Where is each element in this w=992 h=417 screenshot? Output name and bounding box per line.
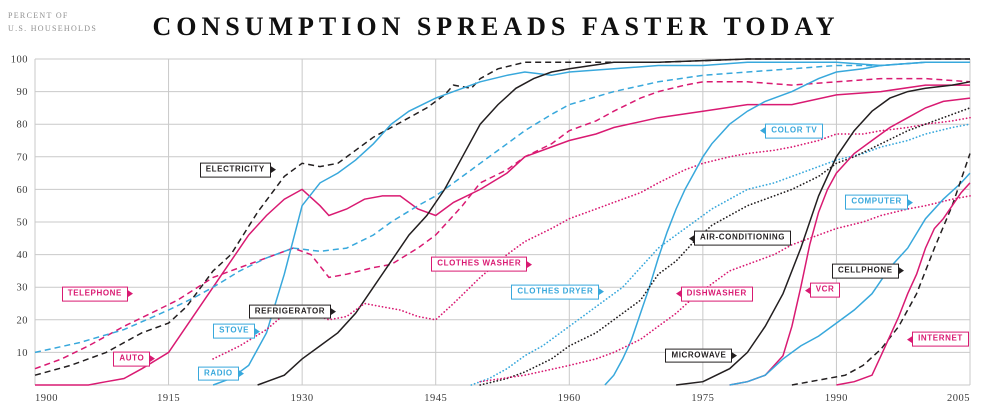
series-line-radio bbox=[212, 61, 970, 386]
y-axis-caption-line1: PERCENT OF bbox=[8, 11, 69, 20]
series-line-vcr bbox=[729, 97, 971, 386]
series-label-pointer-internet bbox=[907, 335, 914, 344]
series-label-pointer-cellphone bbox=[897, 266, 904, 275]
x-tick-label: 1915 bbox=[157, 393, 180, 404]
x-tick-label: 1975 bbox=[691, 393, 714, 404]
series-line-auto bbox=[35, 84, 970, 386]
series-label-stove: STOVE bbox=[213, 323, 261, 339]
y-axis-caption-line2: U.S. HOUSEHOLDS bbox=[8, 23, 98, 33]
y-tick-label: 100 bbox=[11, 55, 28, 66]
x-tick-label: 1990 bbox=[825, 393, 848, 404]
series-label-clothes_dryer: CLOTHES DRYER bbox=[511, 284, 605, 300]
series-label-pointer-vcr bbox=[804, 286, 811, 295]
series-label-pointer-stove bbox=[254, 327, 261, 336]
x-tick-label: 1930 bbox=[291, 393, 314, 404]
series-label-dishwasher: DISHWASHER bbox=[675, 286, 753, 302]
series-label-vcr: VCR bbox=[804, 283, 841, 298]
series-line-stove bbox=[34, 61, 970, 354]
series-line-clothes_washer bbox=[212, 116, 971, 360]
series-line-telephone bbox=[34, 77, 971, 370]
x-tick-label: 1960 bbox=[558, 393, 581, 404]
series-line-clothes_dryer bbox=[470, 123, 971, 386]
series-line-dishwasher bbox=[479, 195, 971, 383]
series-label-microwave: MICROWAVE bbox=[665, 348, 738, 364]
series-label-internet: INTERNET bbox=[907, 331, 969, 347]
series-label-pointer-computer bbox=[906, 198, 913, 207]
y-tick-label: 70 bbox=[17, 152, 29, 163]
series-line-air_conditioning bbox=[479, 107, 971, 386]
series-line-refrigerator bbox=[257, 58, 970, 386]
series-label-pointer-air_conditioning bbox=[688, 234, 695, 243]
y-tick-label: 10 bbox=[17, 348, 29, 359]
chart-title: CONSUMPTION SPREADS FASTER TODAY bbox=[152, 12, 840, 41]
series-label-cellphone: CELLPHONE bbox=[831, 263, 904, 279]
series-label-pointer-dishwasher bbox=[675, 289, 682, 298]
y-tick-label: 50 bbox=[17, 218, 29, 229]
series-label-pointer-clothes_washer bbox=[526, 260, 533, 269]
series-label-electricity: ELECTRICITY bbox=[199, 162, 276, 178]
series-label-computer: COMPUTER bbox=[845, 195, 913, 210]
series-label-pointer-color_tv bbox=[760, 126, 767, 135]
y-tick-label: 80 bbox=[17, 120, 29, 131]
y-tick-label: 20 bbox=[17, 315, 29, 326]
series-label-pointer-clothes_dryer bbox=[598, 288, 605, 297]
x-tick-label: 2005 bbox=[947, 393, 970, 404]
y-tick-label: 60 bbox=[17, 185, 29, 196]
series-label-telephone: TELEPHONE bbox=[61, 286, 133, 302]
series-line-electricity bbox=[34, 58, 970, 376]
series-label-pointer-electricity bbox=[269, 165, 276, 174]
series-label-air_conditioning: AIR-CONDITIONING bbox=[688, 230, 792, 246]
series-label-radio: RADIO bbox=[197, 366, 244, 381]
series-label-pointer-microwave bbox=[731, 351, 738, 360]
series-label-refrigerator: REFRIGERATOR bbox=[248, 304, 337, 320]
y-tick-label: 30 bbox=[17, 283, 29, 294]
series-label-pointer-radio bbox=[237, 369, 244, 378]
x-tick-label: 1900 bbox=[35, 393, 58, 404]
series-label-pointer-auto bbox=[149, 354, 156, 363]
series-label-color_tv: COLOR TV bbox=[760, 123, 824, 139]
x-tick-label: 1945 bbox=[424, 393, 447, 404]
series-line-internet bbox=[836, 182, 971, 386]
series-label-pointer-telephone bbox=[127, 289, 133, 298]
series-line-microwave bbox=[676, 81, 971, 386]
series-line-cellphone bbox=[791, 153, 971, 386]
y-tick-label: 90 bbox=[17, 87, 29, 98]
y-tick-label: 40 bbox=[17, 250, 29, 261]
series-label-pointer-refrigerator bbox=[330, 307, 337, 316]
series-line-color_tv bbox=[604, 61, 970, 386]
series-label-auto: AUTO bbox=[113, 351, 156, 367]
series-line-computer bbox=[729, 172, 971, 386]
series-label-clothes_washer: CLOTHES WASHER bbox=[431, 256, 533, 272]
y-axis-caption: PERCENT OF U.S. HOUSEHOLDS bbox=[8, 10, 97, 36]
